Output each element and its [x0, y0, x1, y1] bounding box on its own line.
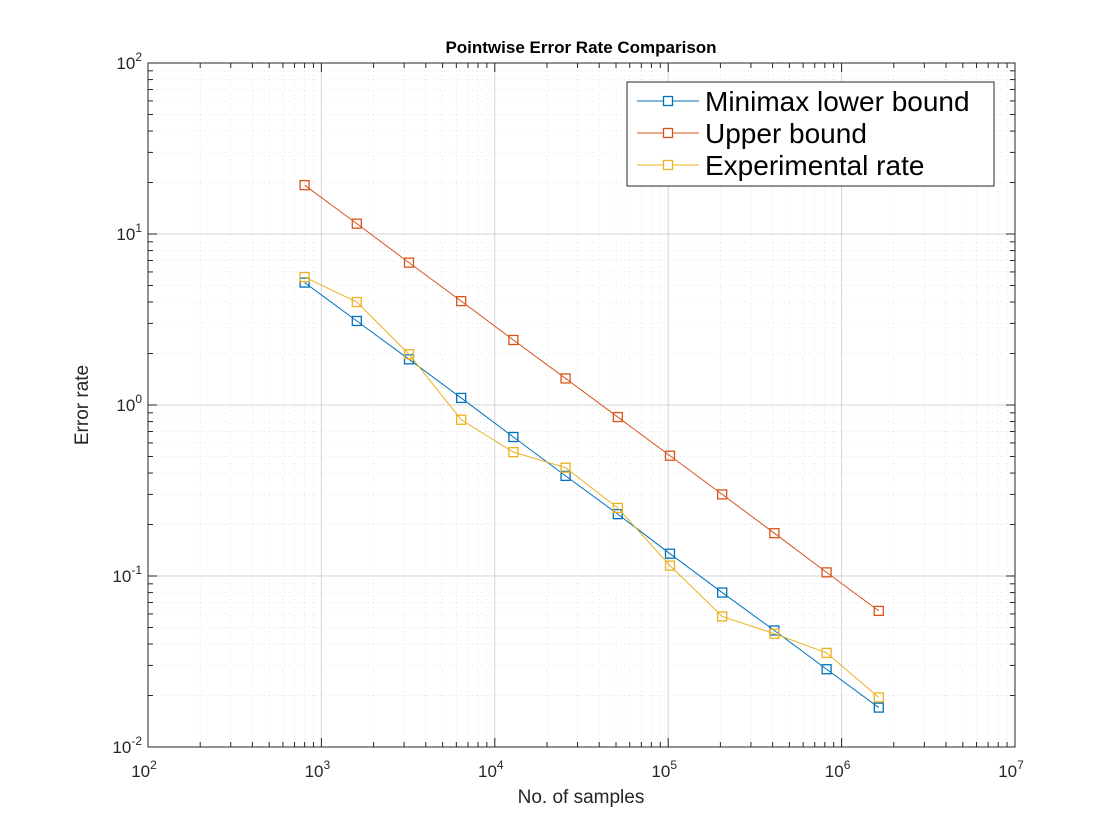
series-experimental-rate: [299, 271, 884, 703]
legend-label: Experimental rate: [705, 150, 924, 181]
data-point-marker: [664, 548, 676, 559]
legend-label: Upper bound: [705, 118, 867, 149]
series-line: [304, 184, 880, 612]
series-upper-bound: [299, 180, 884, 617]
data-point-marker: [821, 567, 832, 578]
x-tick-label: 105: [651, 758, 677, 781]
legend-entry: Minimax lower bound: [637, 86, 970, 117]
series-line: [304, 276, 880, 698]
data-point-marker: [873, 692, 884, 703]
data-point-marker: [299, 277, 310, 288]
x-tick-label: 106: [825, 758, 851, 781]
data-point-marker: [664, 450, 676, 461]
legend-entry: Upper bound: [637, 118, 867, 149]
data-point-marker: [508, 446, 519, 458]
y-tick-label: 102: [116, 50, 142, 73]
data-point-marker: [351, 218, 362, 229]
series-layer: [299, 180, 884, 713]
y-axis-label: Error rate: [72, 365, 93, 445]
x-tick-label: 104: [478, 758, 504, 781]
x-tick-label: 102: [131, 758, 157, 781]
data-point-marker: [769, 628, 780, 639]
data-point-marker: [664, 560, 676, 571]
data-point-marker: [456, 392, 467, 404]
data-point-marker: [717, 489, 728, 500]
data-point-marker: [612, 411, 623, 423]
data-point-marker: [456, 414, 467, 425]
data-point-marker: [351, 296, 362, 308]
legend-swatch-marker: [662, 159, 674, 171]
tick-layer: 102 103 104 105 106 107 10-2 10-1 100 101 102: [112, 50, 1024, 781]
data-point-marker: [717, 611, 728, 622]
data-point-marker: [769, 528, 780, 539]
data-point-marker: [299, 180, 310, 191]
legend-swatch-marker: [662, 127, 674, 139]
x-tick-label: 103: [305, 758, 331, 781]
data-point-marker: [403, 257, 415, 268]
data-point-marker: [508, 334, 519, 346]
data-point-marker: [456, 295, 467, 307]
y-tick-label: 101: [116, 221, 142, 244]
data-point-marker: [873, 702, 884, 713]
data-point-marker: [612, 508, 623, 520]
legend-box: [626, 81, 995, 187]
data-point-marker: [612, 502, 623, 514]
data-point-marker: [873, 605, 884, 617]
data-point-marker: [821, 664, 832, 675]
data-point-marker: [717, 587, 728, 598]
data-point-marker: [403, 349, 415, 360]
legend-swatch-marker: [662, 95, 674, 107]
data-point-marker: [508, 431, 519, 443]
x-axis-label: No. of samples: [518, 787, 645, 808]
data-point-marker: [560, 373, 571, 384]
legend-label: Minimax lower bound: [705, 86, 970, 117]
data-point-marker: [351, 315, 362, 327]
x-tick-label: 107: [998, 758, 1024, 781]
data-point-marker: [560, 462, 571, 473]
chart-title: Pointwise Error Rate Comparison: [445, 38, 716, 57]
data-point-marker: [560, 470, 571, 482]
y-tick-label: 100: [116, 392, 142, 415]
data-point-marker: [299, 271, 310, 283]
data-point-marker: [821, 647, 832, 659]
y-tick-label: 10-1: [112, 563, 142, 586]
legend-entry: Experimental rate: [637, 150, 924, 181]
y-tick-label: 10-2: [112, 734, 142, 757]
